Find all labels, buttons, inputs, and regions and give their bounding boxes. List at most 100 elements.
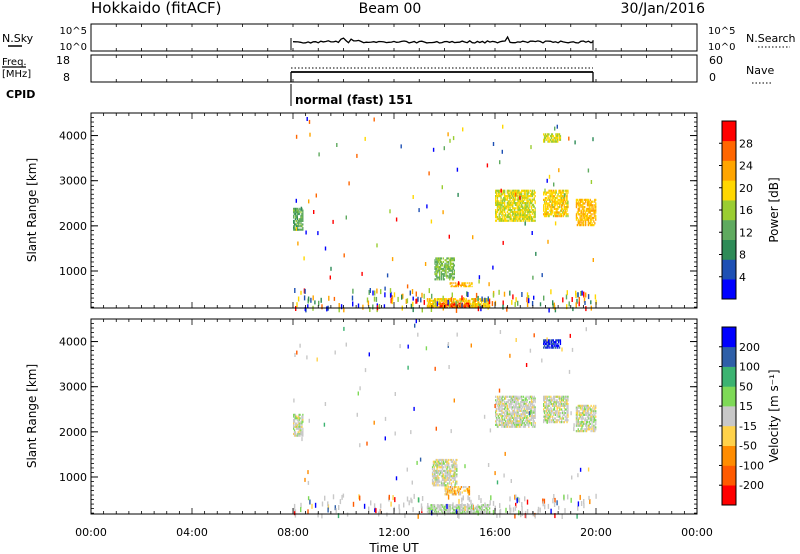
- echo-cell: [580, 200, 582, 203]
- echo-speckle: [397, 296, 399, 302]
- echo-cell: [587, 415, 589, 418]
- colorbar-tick-label: 50: [739, 380, 753, 393]
- echo-cell: [454, 466, 456, 469]
- echo-cell: [513, 395, 515, 398]
- echo-cell: [442, 299, 444, 302]
- echo-speckle: [356, 153, 358, 158]
- echo-cell: [576, 410, 578, 413]
- echo-cell: [531, 425, 534, 428]
- echo-cell: [551, 399, 553, 402]
- echo-speckle: [457, 281, 460, 286]
- echo-cell: [496, 423, 499, 426]
- echo-cell: [498, 214, 500, 217]
- echo-cell: [531, 203, 534, 206]
- echo-cell: [590, 426, 592, 429]
- echo-cell: [445, 303, 448, 306]
- echo-speckle: [406, 467, 408, 472]
- echo-cell: [531, 212, 534, 215]
- echo-cell: [448, 469, 450, 472]
- echo-cell: [511, 416, 513, 419]
- echo-speckle: [343, 326, 345, 331]
- echo-cell: [437, 278, 439, 281]
- echo-cell: [438, 460, 440, 463]
- echo-cell: [585, 211, 587, 214]
- echo-cell: [300, 427, 302, 430]
- echo-cell: [470, 303, 472, 306]
- echo-cell: [559, 202, 561, 205]
- echo-cell: [454, 285, 456, 288]
- echo-cell: [521, 404, 523, 407]
- echo-cell: [442, 473, 444, 476]
- echo-cell: [293, 213, 296, 216]
- echo-cell: [501, 200, 503, 203]
- echo-cell: [496, 200, 499, 203]
- echo-speckle: [528, 298, 530, 304]
- colorbar-segment: [722, 239, 736, 260]
- echo-cell: [302, 213, 304, 216]
- echo-cell: [581, 200, 583, 203]
- echo-cell: [544, 211, 547, 214]
- echo-cell: [506, 425, 508, 428]
- echo-cell: [530, 402, 533, 405]
- echo-cell: [567, 189, 569, 192]
- echo-cell: [496, 395, 499, 398]
- echo-cell: [455, 507, 457, 510]
- echo-cell: [550, 399, 552, 402]
- echo-cell: [509, 416, 511, 419]
- echo-cell: [552, 209, 554, 212]
- echo-cell: [518, 196, 520, 199]
- echo-cell: [455, 480, 457, 483]
- echo-cell: [444, 509, 447, 512]
- echo-speckle: [401, 294, 403, 300]
- echo-cell: [592, 213, 594, 216]
- echo-cell: [585, 422, 588, 425]
- echo-cell: [534, 413, 536, 416]
- echo-cell: [579, 220, 581, 223]
- echo-cell: [531, 411, 534, 414]
- echo-cell: [590, 404, 592, 407]
- echo-speckle: [464, 506, 466, 511]
- echo-cell: [567, 403, 569, 406]
- echo-cell: [504, 422, 506, 425]
- echo-cell: [554, 215, 556, 218]
- echo-cell: [520, 205, 522, 208]
- echo-cell: [507, 202, 509, 205]
- echo-cell: [565, 408, 567, 411]
- echo-cell: [550, 415, 552, 418]
- echo-cell: [444, 269, 446, 272]
- echo-cell: [592, 419, 594, 422]
- echo-cell: [509, 219, 511, 222]
- echo-cell: [546, 344, 548, 347]
- echo-speckle: [457, 512, 459, 518]
- echo-cell: [582, 417, 584, 420]
- echo-cell: [516, 411, 518, 414]
- freq-label-2: [MHz]: [2, 69, 31, 80]
- echo-cell: [434, 507, 437, 510]
- echo-cell: [507, 420, 509, 423]
- echo-cell: [444, 469, 446, 472]
- echo-cell: [515, 402, 517, 405]
- echo-cell: [427, 507, 429, 510]
- echo-cell: [463, 285, 465, 288]
- echo-cell: [496, 189, 499, 192]
- echo-cell: [437, 504, 439, 507]
- echo-cell: [502, 420, 504, 423]
- echo-cell: [585, 421, 588, 424]
- echo-cell: [520, 210, 522, 213]
- echo-cell: [463, 303, 465, 306]
- echo-cell: [564, 412, 566, 415]
- echo-cell: [441, 471, 444, 474]
- echo-cell: [587, 412, 589, 415]
- echo-cell: [512, 219, 514, 222]
- echo-cell: [530, 395, 533, 398]
- echo-cell: [554, 200, 556, 203]
- echo-cell: [503, 418, 505, 421]
- echo-cell: [440, 267, 443, 270]
- velocity-ylabel: Slant Range [km]: [25, 364, 39, 468]
- echo-cell: [522, 399, 525, 402]
- echo-speckle: [518, 510, 520, 516]
- echo-speckle: [583, 291, 585, 297]
- echo-cell: [495, 191, 498, 194]
- echo-cell: [559, 189, 561, 192]
- echo-cell: [555, 197, 557, 200]
